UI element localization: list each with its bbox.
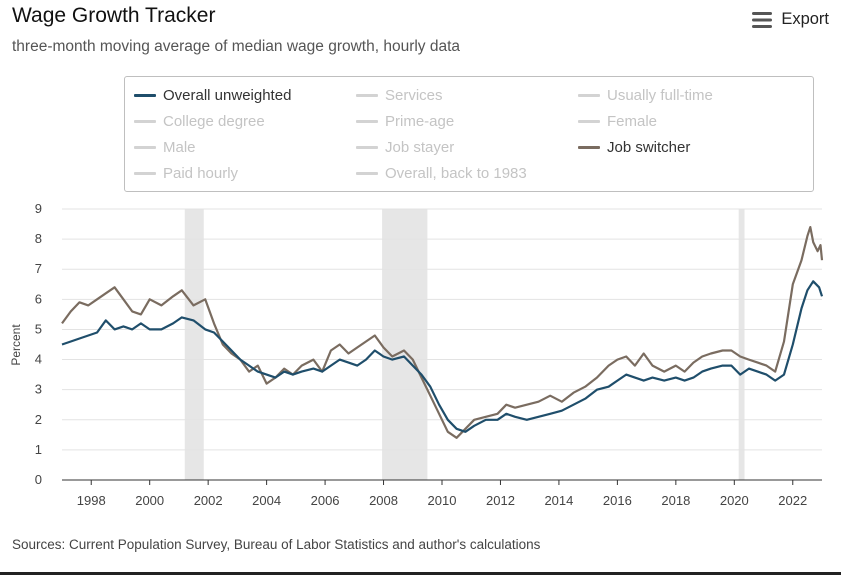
x-tick-label: 2022 [778, 493, 807, 508]
bottom-rule [0, 572, 841, 575]
series-line-job-switcher [61, 226, 824, 439]
legend-swatch [134, 146, 156, 149]
legend-label: Job switcher [607, 139, 691, 156]
legend-swatch [134, 172, 156, 175]
y-tick-label: 3 [35, 382, 42, 397]
x-tick-label: 2010 [428, 493, 457, 508]
recession-shading [184, 209, 745, 480]
y-tick-label: 9 [35, 201, 42, 216]
legend-swatch [356, 146, 378, 149]
x-tick-label: 2018 [661, 493, 690, 508]
axes: 0 1 2 3 4 5 6 7 8 9 1998 2000 2002 2004 2006 2008 2010 20… [35, 201, 822, 508]
y-tick-label: 2 [35, 412, 42, 427]
source-note: Sources: Current Population Survey, Bure… [12, 537, 541, 552]
legend-item-job-switcher[interactable]: Job switcher [578, 139, 690, 156]
legend-item-services[interactable]: Services [356, 87, 443, 104]
legend-swatch [134, 120, 156, 123]
legend-label: Paid hourly [163, 165, 239, 182]
recession-band [738, 209, 745, 480]
legend-item-overall-unweighted[interactable]: Overall unweighted [134, 87, 291, 104]
legend-swatch [578, 146, 600, 149]
y-tick-label: 5 [35, 321, 42, 336]
y-tick-label: 1 [35, 442, 42, 457]
legend-item-prime-age[interactable]: Prime-age [356, 113, 454, 130]
y-tick-label: 8 [35, 231, 42, 246]
legend-item-job-stayer[interactable]: Job stayer [356, 139, 454, 156]
x-tick-label: 2006 [311, 493, 340, 508]
y-tick-label: 0 [35, 472, 42, 487]
legend-label: Overall unweighted [163, 87, 292, 104]
y-axis-label: Percent [9, 324, 23, 366]
y-tick-label: 6 [35, 291, 42, 306]
legend-swatch [356, 172, 378, 175]
y-tick-label: 7 [35, 261, 42, 276]
legend-label: Services [385, 87, 443, 104]
legend-label: Usually full-time [607, 87, 713, 104]
grid-lines [62, 208, 822, 451]
legend-swatch [134, 94, 156, 97]
export-button[interactable]: Export [751, 10, 829, 29]
x-tick-label: 2002 [194, 493, 223, 508]
legend-item-paid-hourly[interactable]: Paid hourly [134, 165, 238, 182]
x-tick-label: 2014 [544, 493, 573, 508]
y-tick-label: 4 [35, 352, 42, 367]
hamburger-menu-icon [752, 11, 773, 28]
legend-swatch [356, 94, 378, 97]
legend-label: Male [163, 139, 196, 156]
legend-item-female[interactable]: Female [578, 113, 657, 130]
legend-item-male[interactable]: Male [134, 139, 196, 156]
recession-band [382, 209, 428, 480]
legend-item-college-degree[interactable]: College degree [134, 113, 265, 130]
export-label: Export [781, 10, 829, 28]
legend-swatch [356, 120, 378, 123]
legend-label: Job stayer [385, 139, 455, 156]
x-tick-label: 2020 [720, 493, 749, 508]
line-chart: 0 1 2 3 4 5 6 7 8 9 1998 2000 2002 2004 2006 2008 2010 20… [9, 201, 824, 508]
legend-item-overall-back-to-1983[interactable]: Overall, back to 1983 [356, 165, 527, 182]
legend-label: Overall, back to 1983 [385, 165, 527, 182]
chart-title: Wage Growth Tracker [12, 4, 216, 27]
chart-subtitle: three-month moving average of median wag… [12, 38, 461, 55]
x-tick-label: 2008 [369, 493, 398, 508]
legend-swatch [578, 120, 600, 123]
legend-item-usually-full-time[interactable]: Usually full-time [578, 87, 713, 104]
legend-label: Prime-age [385, 113, 455, 130]
x-tick-label: 2004 [252, 493, 281, 508]
chart-legend: Overall unweighted Services Usually full… [124, 76, 814, 192]
recession-band [184, 209, 204, 480]
legend-label: College degree [163, 113, 265, 130]
x-tick-label: 2012 [486, 493, 515, 508]
x-tick-label: 1998 [77, 493, 106, 508]
x-tick-label: 2016 [603, 493, 632, 508]
legend-swatch [578, 94, 600, 97]
series-line-overall-unweighted [61, 280, 824, 433]
x-tick-label: 2000 [135, 493, 164, 508]
legend-label: Female [607, 113, 658, 130]
series-lines [61, 226, 824, 439]
